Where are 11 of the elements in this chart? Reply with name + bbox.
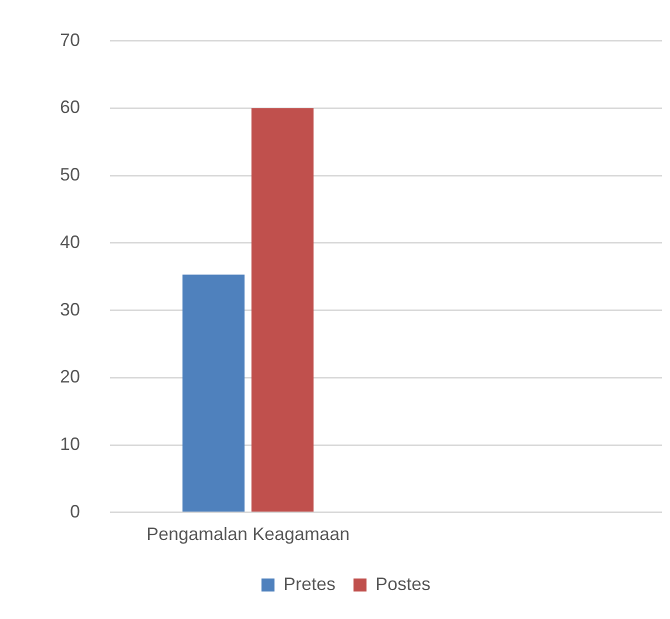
- y-tick-label: 30: [60, 299, 80, 320]
- y-tick-label: 0: [70, 501, 80, 522]
- y-tick-label: 40: [60, 232, 80, 252]
- x-tick-label: Pengamalan Keagamaan: [146, 524, 350, 544]
- y-tick-label: 70: [60, 30, 80, 50]
- y-tick-label: 10: [60, 434, 80, 454]
- legend-label: Pretes: [283, 574, 336, 594]
- y-tick-label: 50: [60, 164, 80, 185]
- legend-label: Postes: [375, 574, 431, 594]
- y-tick-label: 20: [60, 366, 80, 387]
- y-tick-label: 60: [60, 97, 80, 118]
